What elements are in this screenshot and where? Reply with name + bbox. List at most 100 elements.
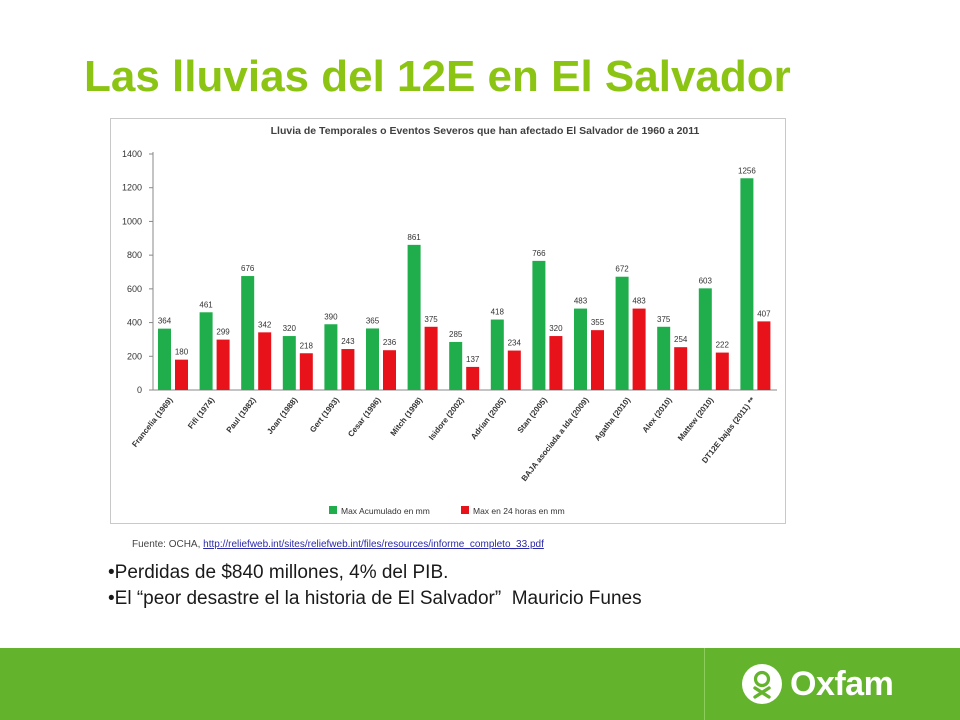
bar-max-acumulado <box>241 276 255 390</box>
data-label: 672 <box>615 265 629 274</box>
data-label: 375 <box>657 315 671 324</box>
bar-max-acumulado <box>574 308 587 390</box>
bar-max-acumulado <box>698 288 712 390</box>
bar-max-acumulado <box>657 326 671 390</box>
source-prefix: Fuente: OCHA, <box>132 539 204 550</box>
bar-max-acumulado <box>449 341 463 390</box>
data-label: 342 <box>258 320 272 329</box>
data-label: 483 <box>632 297 646 306</box>
x-tick-label: Francelia (1969) <box>130 395 175 448</box>
bar-max-acumulado <box>615 276 629 390</box>
x-tick-label: Mitch (1998) <box>389 395 425 437</box>
footer-bar <box>0 648 960 720</box>
y-tick-label: 800 <box>127 250 142 260</box>
data-label: 299 <box>216 328 230 337</box>
data-label: 222 <box>716 341 730 350</box>
oxfam-emblem-icon <box>742 664 782 704</box>
source-citation: Fuente: OCHA, http://reliefweb.int/sites… <box>132 539 544 550</box>
bar-max-acumulado <box>324 324 338 390</box>
footer-divider <box>704 648 705 720</box>
bar-max-24h <box>757 321 771 390</box>
rainfall-bar-chart: Lluvia de Temporales o Eventos Severos q… <box>122 125 777 516</box>
bar-max-24h <box>466 366 480 390</box>
chart-title: Lluvia de Temporales o Eventos Severos q… <box>271 125 700 137</box>
bullet-losses: •Perdidas de $840 millones, 4% del PIB. <box>108 562 449 583</box>
source-link[interactable]: http://reliefweb.int/sites/reliefweb.int… <box>203 539 544 550</box>
x-tick-label: Adrian (2005) <box>469 395 508 441</box>
data-label: 418 <box>491 308 505 317</box>
bar-max-24h <box>507 350 521 390</box>
y-tick-label: 400 <box>127 318 142 328</box>
bar-max-acumulado <box>282 336 296 390</box>
oxfam-wordmark: Oxfam <box>790 664 894 703</box>
data-label: 180 <box>175 348 189 357</box>
legend-label: Max Acumulado en mm <box>341 506 430 516</box>
x-tick-label: Agatha (2010) <box>593 395 633 442</box>
data-label: 254 <box>674 335 688 344</box>
chart-frame: Lluvia de Temporales o Eventos Severos q… <box>110 118 786 524</box>
legend-swatch <box>461 506 469 514</box>
y-tick-label: 600 <box>127 284 142 294</box>
x-tick-label: BAJA asociada a Ida (2009) <box>520 395 591 483</box>
x-tick-label: Joan (1988) <box>265 395 299 435</box>
x-tick-label: Paul (1982) <box>225 395 258 434</box>
x-tick-label: Fifi (1974) <box>186 395 216 430</box>
bullet-list: •Perdidas de $840 millones, 4% del PIB. … <box>108 560 642 612</box>
data-label: 236 <box>383 338 397 347</box>
data-label: 320 <box>283 324 297 333</box>
x-tick-label: Alex (2010) <box>641 395 674 434</box>
data-label: 243 <box>341 337 355 346</box>
data-label: 1256 <box>738 166 756 175</box>
x-tick-label: Gert (1993) <box>308 395 341 434</box>
data-label: 364 <box>158 317 172 326</box>
bar-max-acumulado <box>366 328 379 390</box>
bar-max-24h <box>299 353 313 390</box>
data-label: 234 <box>508 339 522 348</box>
oxfam-logo: Oxfam <box>742 658 894 710</box>
data-label: 766 <box>532 249 546 258</box>
bar-max-acumulado <box>490 319 504 390</box>
data-label: 603 <box>699 276 713 285</box>
data-label: 355 <box>591 318 605 327</box>
x-tick-label: Stan (2005) <box>516 395 550 434</box>
data-label: 218 <box>300 341 314 350</box>
data-label: 676 <box>241 264 255 273</box>
y-tick-label: 0 <box>137 385 142 395</box>
data-label: 320 <box>549 324 563 333</box>
bar-max-24h <box>341 349 355 390</box>
bar-max-acumulado <box>158 328 171 390</box>
data-label: 285 <box>449 330 463 339</box>
y-tick-label: 200 <box>127 351 142 361</box>
bar-max-acumulado <box>532 260 546 390</box>
bar-max-acumulado <box>407 244 421 390</box>
x-tick-label: Isidore (2002) <box>427 395 466 441</box>
bar-max-24h <box>632 308 646 390</box>
legend-label: Max en 24 horas en mm <box>473 506 565 516</box>
y-tick-label: 1400 <box>122 149 142 159</box>
data-label: 365 <box>366 316 380 325</box>
bar-max-24h <box>591 330 604 390</box>
bar-max-acumulado <box>740 178 754 390</box>
bar-max-24h <box>216 339 230 390</box>
x-tick-label: Mattew (2010) <box>676 395 716 442</box>
bar-max-acumulado <box>199 312 213 390</box>
y-tick-label: 1000 <box>122 216 142 226</box>
y-tick-label: 1200 <box>122 183 142 193</box>
bar-max-24h <box>383 350 396 390</box>
data-label: 375 <box>424 315 438 324</box>
bullet-quote: •El “peor desastre el la historia de El … <box>108 588 642 609</box>
bar-max-24h <box>258 332 272 390</box>
data-label: 390 <box>324 312 338 321</box>
data-label: 483 <box>574 297 588 306</box>
bar-max-24h <box>424 326 438 390</box>
data-label: 861 <box>407 233 421 242</box>
data-label: 137 <box>466 355 480 364</box>
page-title: Las lluvias del 12E en El Salvador <box>84 52 791 101</box>
x-tick-label: Cesar (1996) <box>346 395 383 438</box>
data-label: 407 <box>757 309 771 318</box>
data-label: 461 <box>199 300 213 309</box>
bar-max-24h <box>715 352 729 390</box>
bar-max-24h <box>175 359 188 390</box>
bar-max-24h <box>549 336 563 390</box>
legend-swatch <box>329 506 337 514</box>
